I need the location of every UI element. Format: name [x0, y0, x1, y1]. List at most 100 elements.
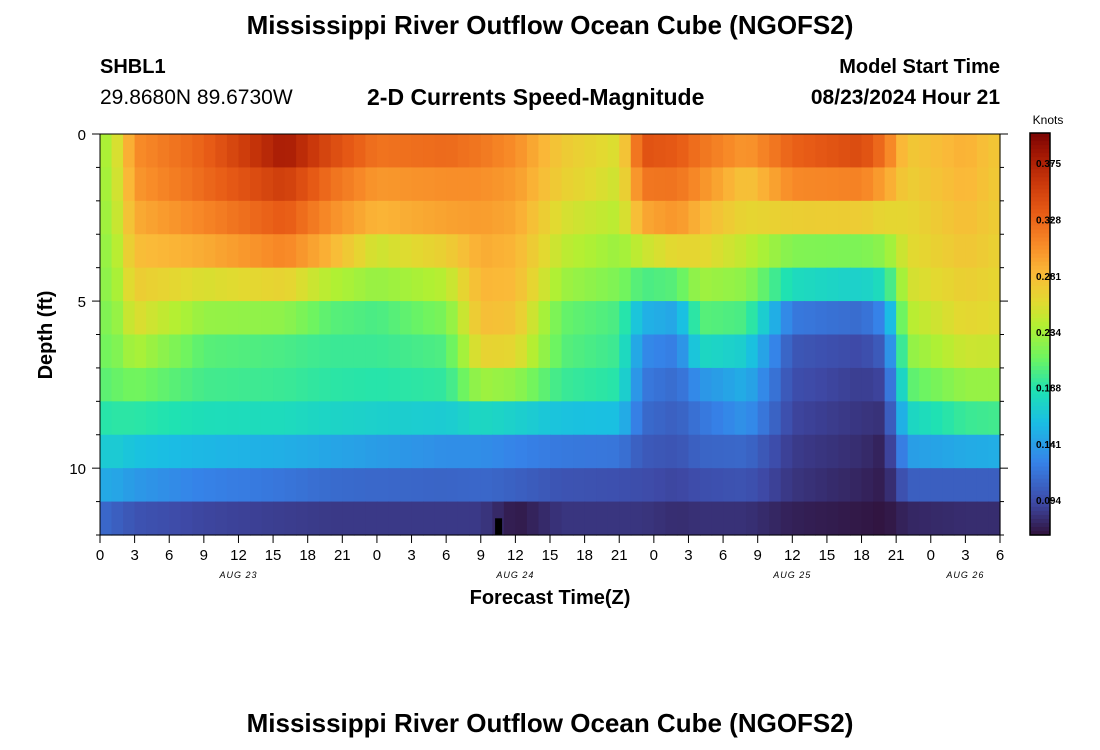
heatmap-cell	[976, 434, 990, 469]
heatmap-cell	[976, 501, 990, 536]
heatmap-cell	[192, 267, 205, 302]
heatmap-cell	[757, 401, 770, 436]
heatmap-cell	[584, 301, 597, 336]
colorbar-segment	[1030, 317, 1050, 323]
heatmap-cell	[919, 134, 932, 169]
heatmap-cell	[803, 367, 816, 402]
heatmap-cell	[503, 134, 516, 169]
heatmap-cell	[492, 434, 505, 469]
heatmap-cell	[573, 334, 586, 369]
heatmap-cell	[296, 468, 309, 503]
heatmap-cell	[930, 134, 943, 169]
heatmap-cell	[319, 468, 332, 503]
heatmap-cell	[919, 167, 932, 202]
heatmap-cell	[388, 267, 401, 302]
heatmap-cell	[330, 200, 343, 235]
heatmap-cell	[515, 200, 528, 235]
heatmap-cell	[503, 200, 516, 235]
heatmap-cell	[515, 234, 528, 269]
heatmap-cell	[769, 134, 782, 169]
colorbar-tick-label: 0.094	[1036, 496, 1061, 507]
heatmap-cell	[746, 134, 759, 169]
heatmap-cell	[584, 468, 597, 503]
heatmap-cell	[134, 334, 147, 369]
heatmap-cell	[688, 234, 701, 269]
heatmap-cell	[976, 234, 990, 269]
heatmap-cell	[884, 301, 897, 336]
heatmap-cell	[434, 167, 447, 202]
heatmap-cell	[607, 434, 620, 469]
heatmap-cell	[838, 501, 851, 536]
heatmap-cell	[134, 267, 147, 302]
colorbar-segment	[1030, 137, 1050, 142]
heatmap-cell	[988, 434, 1001, 469]
heatmap-cell	[134, 200, 147, 235]
heatmap-cell	[457, 367, 470, 402]
heatmap-cell	[723, 434, 736, 469]
colorbar-segment	[1030, 442, 1050, 448]
heatmap-cell	[226, 167, 240, 202]
heatmap-cell	[596, 501, 609, 536]
heatmap-cell	[873, 167, 886, 202]
heatmap-cell	[596, 167, 609, 202]
heatmap-cell	[561, 434, 574, 469]
heatmap-cell	[561, 267, 574, 302]
heatmap-cell	[573, 200, 586, 235]
heatmap-cell	[503, 401, 516, 436]
x-tick-label: 3	[961, 547, 969, 564]
heatmap-cell	[653, 334, 666, 369]
heatmap-cell	[284, 334, 297, 369]
colorbar-segment	[1030, 422, 1050, 428]
heatmap-cell	[711, 367, 724, 402]
heatmap-cell	[630, 267, 643, 302]
heatmap-cell	[573, 267, 586, 302]
heatmap-cell	[757, 134, 770, 169]
heatmap-cell	[353, 334, 366, 369]
heatmap-cell	[226, 234, 240, 269]
heatmap-cell	[826, 434, 840, 469]
y-tick-label: 10	[69, 461, 86, 478]
heatmap-cell	[919, 267, 932, 302]
colorbar-segment	[1030, 321, 1050, 327]
heatmap-cell	[803, 134, 816, 169]
heatmap-cell	[653, 501, 666, 536]
heatmap-cell	[446, 134, 459, 169]
heatmap-cell	[630, 334, 643, 369]
heatmap-cell	[550, 267, 563, 302]
colorbar-segment	[1030, 438, 1050, 444]
x-tick-label: 0	[373, 547, 381, 564]
heatmap-cell	[538, 200, 551, 235]
heatmap-cell	[319, 234, 332, 269]
heatmap-cell	[873, 301, 886, 336]
heatmap-cell	[134, 134, 147, 169]
heatmap-cell	[815, 167, 828, 202]
heatmap-cell	[711, 167, 724, 202]
heatmap-cell	[734, 200, 747, 235]
heatmap-cell	[642, 167, 655, 202]
heatmap-cell	[907, 134, 920, 169]
heatmap-cell	[653, 434, 666, 469]
heatmap-cell	[457, 334, 470, 369]
heatmap-cell	[757, 501, 770, 536]
heatmap-cell	[515, 167, 528, 202]
x-axis-label: Forecast Time(Z)	[470, 587, 631, 609]
heatmap-cell	[607, 301, 620, 336]
heatmap-cell	[100, 167, 113, 202]
heatmap-cell	[746, 200, 759, 235]
heatmap-cell	[619, 200, 632, 235]
heatmap-cell	[896, 200, 909, 235]
heatmap-cell	[607, 234, 620, 269]
colorbar-segment	[1030, 325, 1050, 331]
heatmap-cell	[850, 267, 863, 302]
heatmap-cell	[826, 401, 840, 436]
heatmap-cell	[180, 134, 193, 169]
heatmap-cell	[873, 468, 886, 503]
colorbar-segment	[1030, 149, 1050, 154]
heatmap-cell	[273, 134, 286, 169]
heatmap-cell	[503, 267, 516, 302]
heatmap-cell	[180, 267, 193, 302]
x-tick-label: 3	[130, 547, 138, 564]
heatmap-cell	[203, 267, 216, 302]
heatmap-cell	[953, 468, 966, 503]
heatmap-cell	[492, 468, 505, 503]
